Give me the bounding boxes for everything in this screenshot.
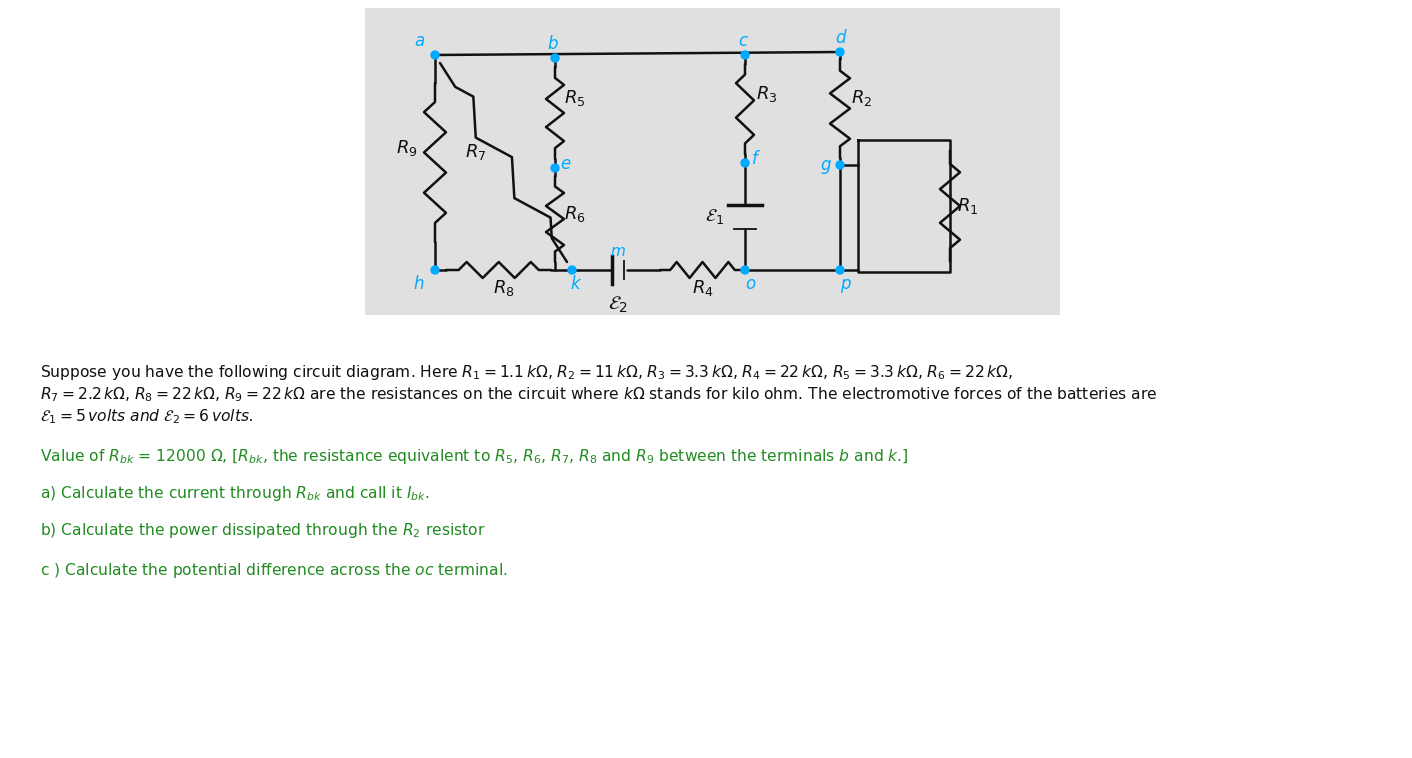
Text: $R_7 = 2.2\,k\Omega$, $R_8 = 22\,k\Omega$, $R_9 = 22\,k\Omega$ are the resistanc: $R_7 = 2.2\,k\Omega$, $R_8 = 22\,k\Omega… <box>40 385 1158 404</box>
Text: $\mathcal{E}_1$: $\mathcal{E}_1$ <box>706 207 724 226</box>
Text: e: e <box>561 155 570 173</box>
Text: $R_8$: $R_8$ <box>493 278 514 298</box>
Text: a) Calculate the current through $R_{bk}$ and call it $I_{bk}$.: a) Calculate the current through $R_{bk}… <box>40 484 429 503</box>
Text: b: b <box>548 35 558 53</box>
Text: o: o <box>746 275 755 293</box>
Text: c ) Calculate the potential difference across the $oc$ terminal.: c ) Calculate the potential difference a… <box>40 561 508 580</box>
Circle shape <box>431 266 439 274</box>
Circle shape <box>741 51 748 59</box>
Circle shape <box>836 48 844 56</box>
Text: $R_9$: $R_9$ <box>397 137 418 158</box>
Text: k: k <box>570 275 580 293</box>
Circle shape <box>741 159 748 167</box>
Text: $\mathcal{E}_2$: $\mathcal{E}_2$ <box>609 295 628 315</box>
Text: $R_1$: $R_1$ <box>957 196 979 216</box>
Text: h: h <box>414 275 424 293</box>
Text: a: a <box>414 32 424 50</box>
Circle shape <box>431 51 439 59</box>
Text: $R_6$: $R_6$ <box>565 204 586 224</box>
Text: $R_4$: $R_4$ <box>692 278 713 298</box>
Text: d: d <box>834 29 846 47</box>
Circle shape <box>836 266 844 274</box>
Text: $R_5$: $R_5$ <box>565 88 586 108</box>
Text: c: c <box>738 32 747 50</box>
Circle shape <box>836 161 844 169</box>
Circle shape <box>568 266 576 274</box>
Circle shape <box>551 164 559 172</box>
Text: $\mathcal{E}_1 = 5\,volts$ and $\mathcal{E}_2 = 6\,volts$.: $\mathcal{E}_1 = 5\,volts$ and $\mathcal… <box>40 407 253 426</box>
Text: m: m <box>610 245 626 259</box>
Bar <box>364 8 1060 315</box>
Circle shape <box>551 54 559 62</box>
Text: Suppose you have the following circuit diagram. Here $R_1 = 1.1\,k\Omega$, $R_2 : Suppose you have the following circuit d… <box>40 363 1012 382</box>
Text: Value of $R_{bk}$ = 12000 $\Omega$, [$R_{bk}$, the resistance equivalent to $R_5: Value of $R_{bk}$ = 12000 $\Omega$, [$R_… <box>40 446 908 465</box>
Text: g: g <box>820 156 832 174</box>
Text: $R_7$: $R_7$ <box>465 143 486 162</box>
Text: p: p <box>840 275 850 293</box>
Text: b) Calculate the power dissipated through the $R_2$ resistor: b) Calculate the power dissipated throug… <box>40 522 486 540</box>
Text: $R_2$: $R_2$ <box>851 89 873 108</box>
Text: $R_3$: $R_3$ <box>757 84 778 104</box>
Circle shape <box>741 266 748 274</box>
Text: f: f <box>753 150 758 168</box>
